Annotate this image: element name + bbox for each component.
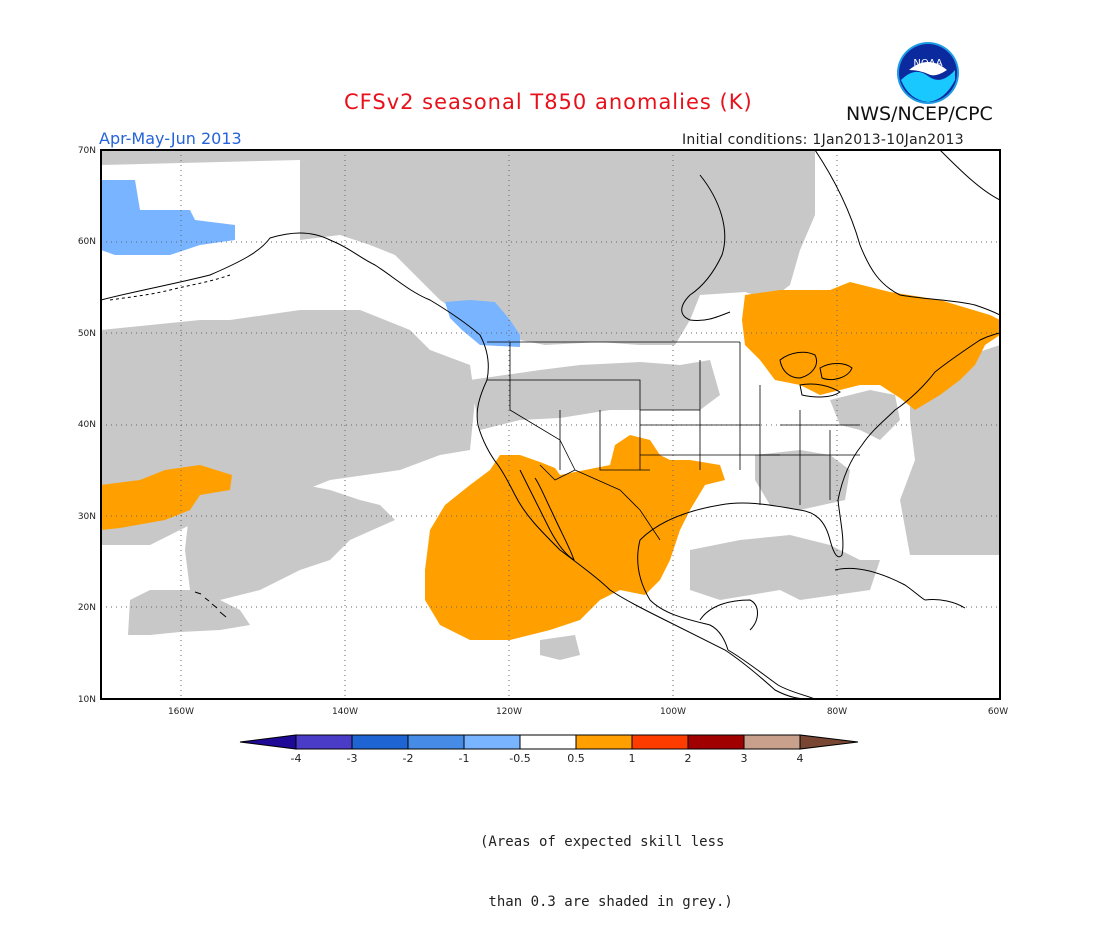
colorbar-label: 3 [741, 752, 748, 765]
colorbar-segment [631, 734, 689, 750]
footnote: (Areas of expected skill less than 0.3 a… [480, 792, 733, 932]
colorbar-segment [687, 734, 745, 750]
colorbar-label: -2 [403, 752, 414, 765]
colorbar-label: 1 [629, 752, 636, 765]
colorbar-labels: -4 -3 -2 -1 -0.5 0.5 1 2 3 4 [291, 752, 804, 765]
colorbar-label: 0.5 [567, 752, 585, 765]
map-shading [101, 150, 1000, 660]
colorbar-segment [407, 734, 465, 750]
colorbar-arrow-high [799, 734, 859, 750]
colorbar-label: -3 [347, 752, 358, 765]
longitude-labels: 160W 140W 120W 100W 80W 60W [168, 707, 1008, 717]
colorbar-segment [351, 734, 409, 750]
lat-label: 20N [78, 603, 96, 613]
lat-label: 50N [78, 329, 96, 339]
organization-label: NWS/NCEP/CPC [846, 103, 993, 125]
lat-label: 70N [78, 146, 96, 156]
lat-label: 10N [78, 695, 96, 705]
map-frame [100, 149, 1001, 700]
forecast-period: Apr-May-Jun 2013 [99, 129, 242, 148]
noaa-logo: NOAA [895, 40, 961, 110]
anomaly-map: 70N 60N 50N 40N 30N 20N 10N 160W 140W 12… [78, 146, 1008, 765]
colorbar [239, 734, 859, 750]
chart-title: CFSv2 seasonal T850 anomalies (K) [344, 90, 753, 114]
colorbar-label: -0.5 [509, 752, 530, 765]
lat-label: 40N [78, 420, 96, 430]
colorbar-segment [295, 734, 353, 750]
positive-anomaly-areas [101, 282, 1000, 640]
lon-label: 100W [660, 707, 686, 717]
negative-anomaly-areas [101, 180, 520, 347]
colorbar-segment [743, 734, 801, 750]
lat-label: 30N [78, 512, 96, 522]
colorbar-label: 4 [797, 752, 804, 765]
footnote-line-2: than 0.3 are shaded in grey.) [480, 894, 733, 910]
logo-text: NOAA [913, 58, 942, 69]
colorbar-segment [575, 734, 633, 750]
footnote-line-1: (Areas of expected skill less [480, 834, 725, 850]
lon-label: 140W [332, 707, 358, 717]
lon-label: 60W [988, 707, 1008, 717]
latitude-labels: 70N 60N 50N 40N 30N 20N 10N [78, 146, 96, 705]
colorbar-label: -4 [291, 752, 302, 765]
colorbar-label: 2 [685, 752, 692, 765]
political-borders [487, 341, 860, 541]
colorbar-arrow-low [239, 734, 297, 750]
initial-conditions: Initial conditions: 1Jan2013-10Jan2013 [682, 132, 964, 148]
lat-label: 60N [78, 237, 96, 247]
lon-label: 80W [827, 707, 847, 717]
lon-label: 120W [496, 707, 522, 717]
colorbar-label: -1 [459, 752, 470, 765]
lon-label: 160W [168, 707, 194, 717]
coastlines [101, 150, 1000, 699]
colorbar-segment [519, 734, 577, 750]
colorbar-segment [463, 734, 521, 750]
